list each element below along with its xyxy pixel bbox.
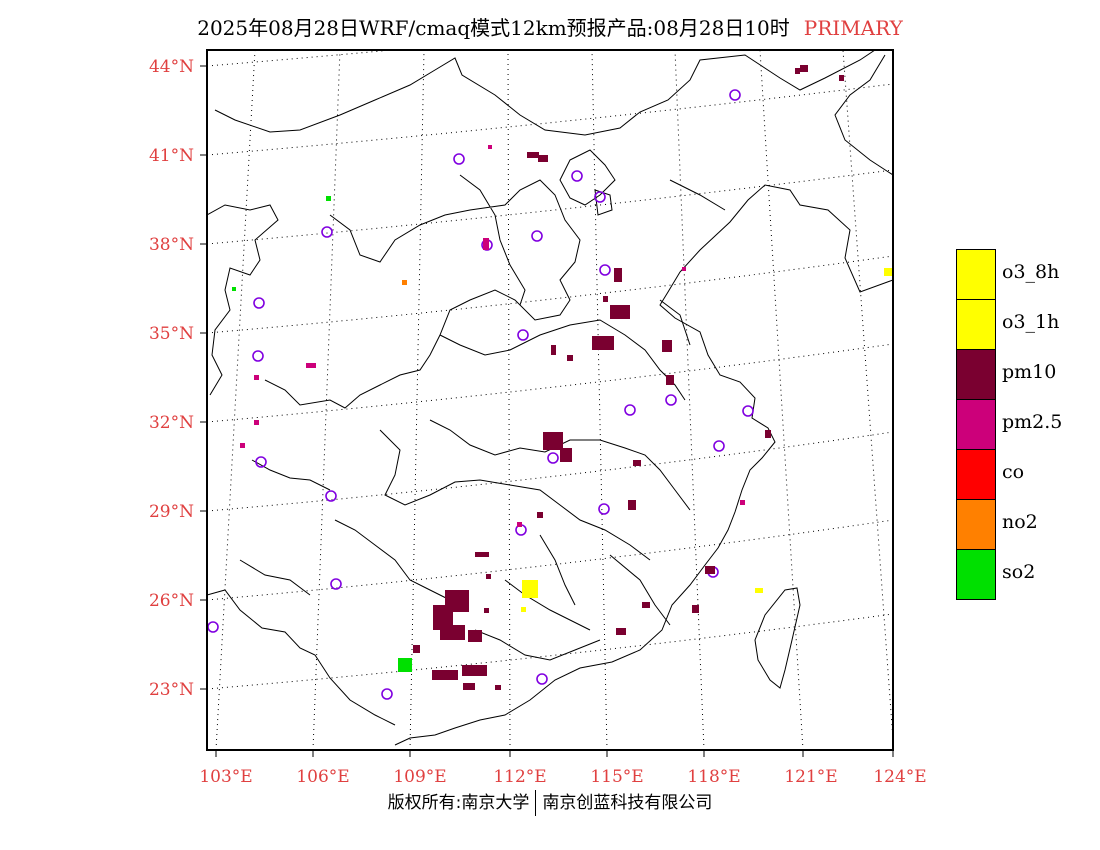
legend-swatch <box>956 349 996 400</box>
lon-label: 112°E <box>493 767 546 787</box>
lat-label: 41°N <box>149 146 194 166</box>
latitude-labels: 23°N 26°N 29°N 32°N 35°N 38°N 41°N 44°N <box>149 57 194 700</box>
legend-label: co <box>1002 461 1025 483</box>
lon-label: 121°E <box>784 767 837 787</box>
so2-cells <box>232 196 412 672</box>
northeast-border <box>834 54 893 176</box>
lat-label: 23°N <box>149 680 194 700</box>
longitude-labels: 103°E 106°E 109°E 112°E 115°E 118°E 121°… <box>199 767 926 787</box>
lon-label: 106°E <box>296 767 349 787</box>
legend-label: no2 <box>1002 511 1038 533</box>
legend-swatch <box>956 499 996 550</box>
lat-label: 26°N <box>149 591 194 611</box>
title-primary-tag: PRIMARY <box>803 16 903 40</box>
legend-swatch <box>956 299 996 350</box>
lat-label: 44°N <box>149 57 194 77</box>
taiwan-island <box>754 587 801 689</box>
western-border <box>207 204 279 396</box>
map-title: 2025年08月28日WRF/cmaq模式12km预报产品:08月28日10时 P… <box>0 12 1100 41</box>
coastline <box>394 184 893 746</box>
lat-label: 32°N <box>149 413 194 433</box>
footer-separator <box>535 790 537 816</box>
lat-label: 29°N <box>149 502 194 522</box>
title-text: 2025年08月28日WRF/cmaq模式12km预报产品:08月28日10时 <box>197 16 790 40</box>
no2-cells <box>402 280 407 285</box>
legend-label: pm10 <box>1002 361 1057 383</box>
copyright-right: 南京创蓝科技有限公司 <box>542 793 713 813</box>
lon-label: 124°E <box>873 767 926 787</box>
legend-swatch <box>956 549 996 600</box>
lon-label: 109°E <box>393 767 446 787</box>
map-frame <box>206 49 894 751</box>
southwest-border <box>207 589 396 726</box>
boundary-lines <box>207 50 893 746</box>
pm25-cells <box>240 145 745 527</box>
northern-border <box>214 50 876 136</box>
copyright-footer: 版权所有:南京大学 南京创蓝科技有限公司 <box>0 788 1100 816</box>
copyright-left: 版权所有:南京大学 <box>387 793 530 813</box>
latitude-gridlines <box>207 50 893 690</box>
axis-ticks <box>200 65 894 757</box>
lon-label: 115°E <box>590 767 643 787</box>
legend-swatch <box>956 449 996 500</box>
legend-swatch <box>956 249 996 300</box>
pm10-cells <box>413 65 844 690</box>
o3-cells <box>521 268 893 612</box>
lon-label: 103°E <box>199 767 252 787</box>
legend-swatch <box>956 399 996 450</box>
longitude-gridlines <box>215 50 893 750</box>
legend-label: so2 <box>1002 561 1036 583</box>
province-lines <box>239 149 726 661</box>
station-markers <box>207 89 754 700</box>
lon-label: 118°E <box>687 767 740 787</box>
map-area <box>207 50 893 750</box>
legend-label: o3_1h <box>1002 311 1060 333</box>
lat-label: 38°N <box>149 235 194 255</box>
legend-label: pm2.5 <box>1002 411 1063 433</box>
lat-label: 35°N <box>149 324 194 344</box>
legend-label: o3_8h <box>1002 261 1060 283</box>
